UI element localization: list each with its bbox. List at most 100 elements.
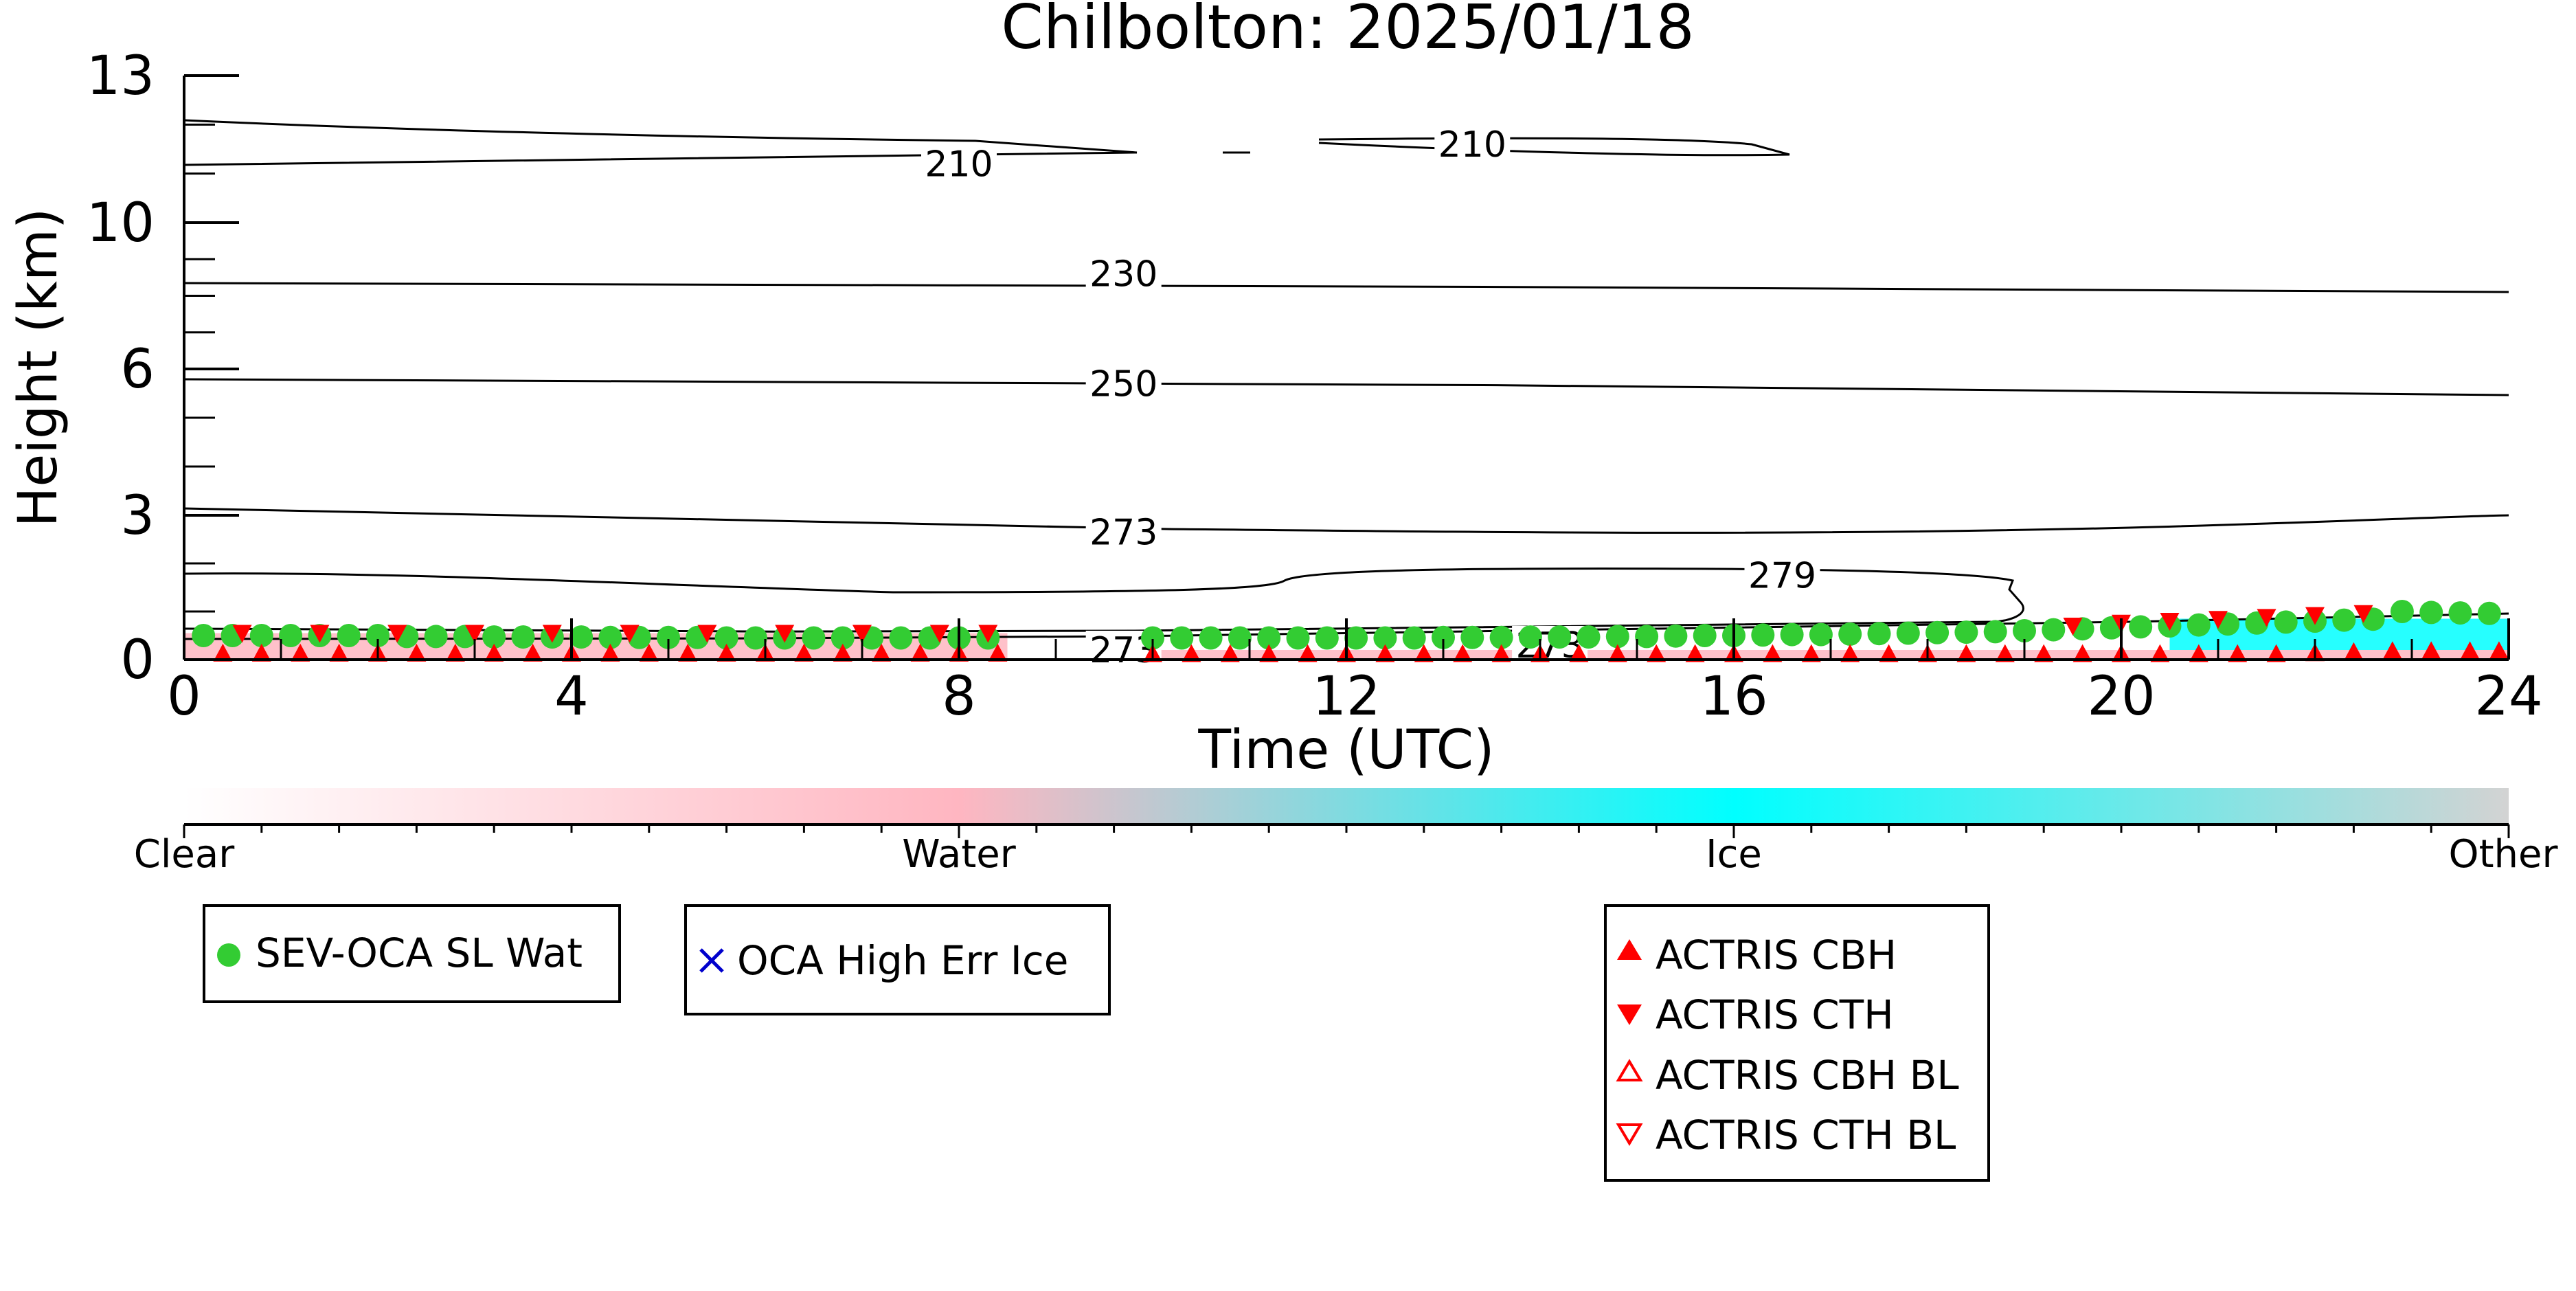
markers [192,600,2509,662]
marker-sev-oca-sl-wat [2274,610,2298,634]
marker-actris-cbh [445,643,465,662]
marker-sev-oca-sl-wat [1780,622,1804,647]
marker-sev-oca-sl-wat [337,624,361,647]
marker-actris-cth [542,625,562,643]
legend-box [684,904,1111,1015]
marker-sev-oca-sl-wat [1373,626,1397,650]
phase-colorbar [184,788,2509,826]
legend-label: ACTRIS CBH BL [1656,1052,1959,1099]
y-tick-label: 13 [87,45,155,107]
marker-actris-cbh [251,643,271,662]
marker-sev-oca-sl-wat [2332,608,2356,632]
marker-sev-oca-sl-wat [1432,625,1455,649]
marker-sev-oca-sl-wat [1896,621,1920,645]
colorbar-label-ice: Ice [1706,832,1762,877]
marker-actris-cbh [1956,644,1976,662]
contour-label-bg [921,144,997,181]
marker-actris-cbh [2421,641,2441,660]
contour-label-bg [1434,124,1511,161]
marker-actris-cth [2063,618,2083,636]
marker-actris-cth [2353,605,2373,623]
y-tick-label: 3 [120,485,155,547]
marker-sev-oca-sl-wat [1141,626,1164,650]
marker-sev-oca-sl-wat [1286,626,1310,650]
marker-sev-oca-sl-wat [1693,624,1717,647]
marker-actris-cbh [910,643,930,662]
marker-sev-oca-sl-wat [2390,600,2414,623]
marker-sev-oca-sl-wat [714,626,738,650]
colorbar-label-clear: Clear [134,832,235,877]
marker-sev-oca-sl-wat [1925,620,1950,644]
marker-sev-oca-sl-wat [802,626,826,650]
colorbar-gradient [184,788,2509,824]
x-tick-label: 20 [2087,666,2155,728]
marker-sev-oca-sl-wat [249,624,273,647]
y-tick-label: 10 [87,192,155,254]
marker-sev-oca-sl-wat [1460,625,1484,649]
marker-actris-cth [310,625,330,643]
marker-sev-oca-sl-wat [1344,626,1368,650]
marker-sev-oca-sl-wat [2448,601,2472,625]
marker-sev-oca-sl-wat [1199,626,1223,650]
contour-label-250: 250 [1089,363,1157,405]
marker-actris-cbh [2489,641,2509,660]
marker-actris-cbh [1647,644,1667,662]
marker-actris-cbh [1685,644,1705,662]
x-tick-label: 16 [1699,666,1767,728]
marker-actris-cbh [291,643,310,662]
marker-actris-cbh [1220,644,1240,662]
marker-sev-oca-sl-wat [2013,619,2036,642]
contour-label-210: 210 [1438,124,1506,166]
legend-label: ACTRIS CTH [1656,991,1894,1038]
legend-sev-oca: SEV-OCA SL Wat [203,904,621,1003]
marker-actris-cbh [523,643,543,662]
colorbar-label-water: Water [902,832,1017,877]
marker-actris-cth [2160,613,2180,631]
contour-label-bg [1085,254,1162,291]
legend-actris: ACTRIS CBH ACTRIS CTH ACTRIS CBH BL ACTR… [1604,904,1990,1182]
marker-actris-cbh [988,643,1008,662]
contour-230-line [183,282,2509,293]
marker-sev-oca-sl-wat [1954,620,1978,644]
x-tick-label: 8 [942,666,976,728]
marker-sev-oca-sl-wat [1489,625,1513,649]
marker-sev-oca-sl-wat [1315,626,1339,650]
marker-actris-cbh [1763,644,1783,662]
marker-actris-cbh [1569,644,1589,662]
contour-210-line-east [1318,137,1790,157]
marker-sev-oca-sl-wat [1257,626,1281,650]
contour-label-273: 273 [1089,513,1157,554]
marker-actris-cbh [1298,644,1318,662]
marker-sev-oca-sl-wat [2129,615,2153,639]
contour-label-bg [1085,364,1162,401]
marker-actris-cbh [872,643,892,662]
marker-actris-cbh [2382,641,2402,660]
contour-279-line [183,568,2024,633]
marker-actris-cbh [1259,644,1279,662]
marker-actris-cbh [484,643,504,662]
marker-sev-oca-sl-wat [598,625,622,649]
marker-actris-cth [232,625,252,643]
x-tick-label: 0 [167,666,201,728]
marker-actris-cth [929,625,949,643]
marker-actris-cbh [678,643,698,662]
marker-actris-cth [2305,607,2325,625]
marker-actris-cth [620,625,640,643]
marker-actris-cbh [639,643,659,662]
marker-actris-cbh [1182,644,1201,662]
marker-actris-cbh [1995,644,2015,662]
marker-sev-oca-sl-wat [2042,618,2066,642]
marker-actris-cth [775,625,795,643]
colorbar-label-other: Other [2448,832,2558,877]
marker-actris-cbh [2344,642,2364,660]
marker-actris-cth [978,625,998,643]
marker-actris-cbh [794,643,814,662]
marker-sev-oca-sl-wat [1838,622,1862,646]
legend-label: ACTRIS CBH [1656,932,1897,978]
marker-sev-oca-sl-wat [1170,626,1194,650]
marker-sev-oca-sl-wat [1228,626,1252,650]
contour-210-line [183,119,1138,166]
marker-sev-oca-sl-wat [1809,622,1833,647]
